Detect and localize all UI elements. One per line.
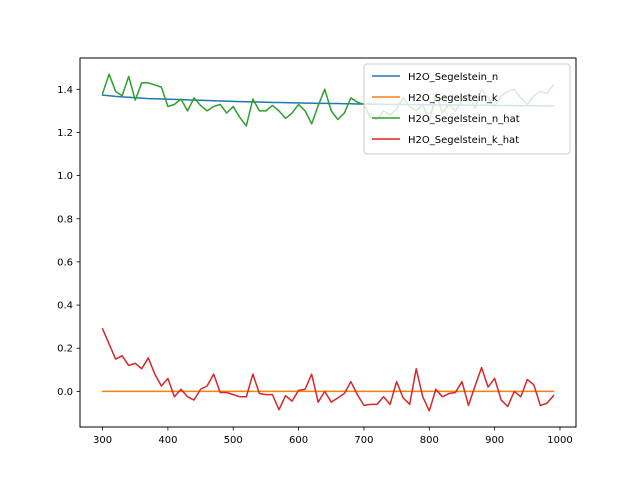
- plot-frame: [79, 57, 577, 428]
- legend-label-0: H2O_Segelstein_n: [408, 72, 498, 83]
- axes-frame: [79, 57, 577, 428]
- x-tick-label: 600: [289, 435, 308, 446]
- x-tick-label: 800: [420, 435, 439, 446]
- y-tick-label: 0.8: [57, 214, 73, 225]
- y-axis-ticks: 0.0 0.2 0.4 0.6 0.8 1.0 1.2 1.4: [57, 85, 80, 398]
- legend-label-1: H2O_Segelstein_k: [408, 93, 498, 104]
- x-tick-label: 300: [93, 435, 112, 446]
- y-tick-label: 0.4: [57, 301, 73, 312]
- y-tick-label: 0.6: [57, 257, 73, 268]
- x-axis-ticks: 300 400 500 600 700 800 900 1000: [93, 427, 573, 446]
- legend-label-3: H2O_Segelstein_k_hat: [408, 135, 519, 146]
- x-tick-label: 500: [224, 435, 243, 446]
- y-tick-label: 1.2: [57, 128, 73, 139]
- x-tick-label: 700: [354, 435, 373, 446]
- x-tick-label: 900: [485, 435, 504, 446]
- y-tick-label: 0.2: [57, 344, 73, 355]
- series-line-3: [101, 327, 555, 412]
- y-tick-label: 0.0: [57, 387, 73, 398]
- x-tick-label: 400: [158, 435, 177, 446]
- legend-label-2: H2O_Segelstein_n_hat: [408, 114, 520, 125]
- legend-box: [363, 63, 571, 155]
- y-tick-label: 1.0: [57, 171, 73, 182]
- y-tick-label: 1.4: [57, 85, 73, 96]
- x-tick-label: 1000: [547, 435, 572, 446]
- legend: H2O_Segelstein_n H2O_Segelstein_k H2O_Sege…: [363, 63, 571, 155]
